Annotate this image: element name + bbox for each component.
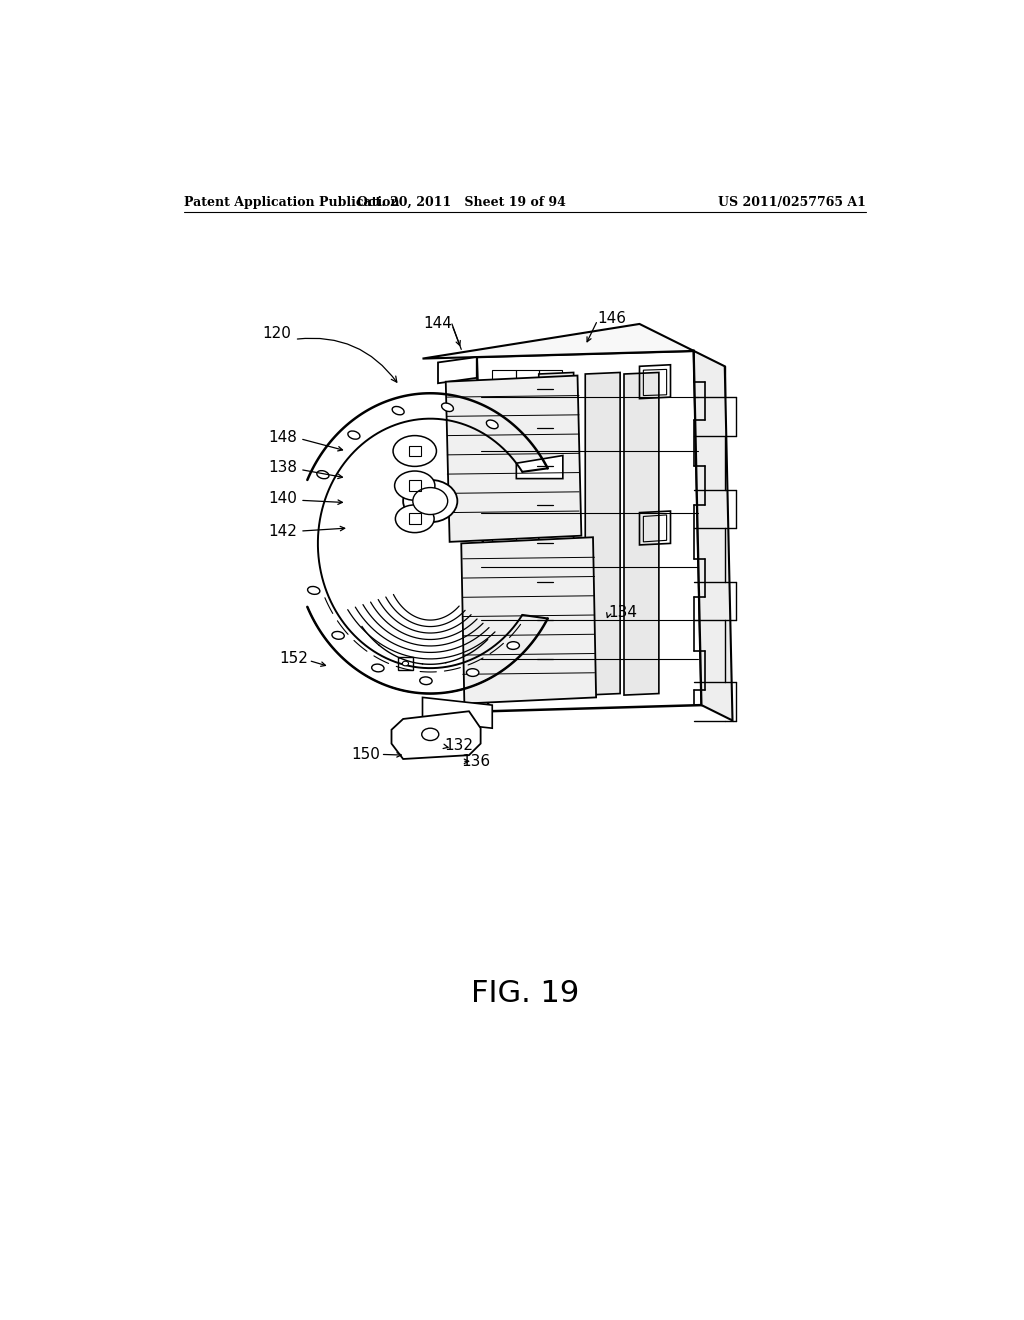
Polygon shape <box>423 697 493 729</box>
Polygon shape <box>461 537 596 704</box>
Ellipse shape <box>467 669 479 676</box>
Ellipse shape <box>316 471 329 479</box>
Ellipse shape <box>441 403 454 412</box>
Ellipse shape <box>395 504 434 532</box>
Text: FIG. 19: FIG. 19 <box>471 979 579 1008</box>
Ellipse shape <box>420 677 432 685</box>
Ellipse shape <box>392 407 404 414</box>
Text: 146: 146 <box>598 312 627 326</box>
Text: 150: 150 <box>351 747 380 762</box>
Ellipse shape <box>372 664 384 672</box>
Ellipse shape <box>348 432 360 440</box>
Text: 140: 140 <box>268 491 297 507</box>
Ellipse shape <box>307 586 319 594</box>
Text: Oct. 20, 2011   Sheet 19 of 94: Oct. 20, 2011 Sheet 19 of 94 <box>356 195 565 209</box>
Ellipse shape <box>332 631 344 639</box>
Text: 132: 132 <box>444 738 473 752</box>
Ellipse shape <box>402 661 409 665</box>
Ellipse shape <box>403 480 458 523</box>
Polygon shape <box>391 711 480 759</box>
Text: 152: 152 <box>279 651 308 667</box>
Text: Patent Application Publication: Patent Application Publication <box>183 195 399 209</box>
Text: 148: 148 <box>268 429 297 445</box>
Text: US 2011/0257765 A1: US 2011/0257765 A1 <box>718 195 866 209</box>
Ellipse shape <box>507 642 519 649</box>
Polygon shape <box>477 351 701 711</box>
Polygon shape <box>423 323 693 359</box>
Ellipse shape <box>422 729 438 741</box>
Polygon shape <box>516 455 563 479</box>
Text: 134: 134 <box>608 605 638 620</box>
Polygon shape <box>624 372 658 696</box>
Ellipse shape <box>394 471 435 500</box>
Ellipse shape <box>393 436 436 466</box>
Text: 138: 138 <box>268 461 297 475</box>
Polygon shape <box>539 372 573 696</box>
Ellipse shape <box>413 487 447 515</box>
Polygon shape <box>693 351 732 721</box>
Text: 142: 142 <box>268 524 297 539</box>
Polygon shape <box>586 372 621 696</box>
Polygon shape <box>445 376 582 543</box>
Text: 144: 144 <box>423 317 452 331</box>
Text: 120: 120 <box>262 326 291 342</box>
Ellipse shape <box>486 420 498 429</box>
Text: 136: 136 <box>461 754 490 768</box>
Polygon shape <box>438 358 477 383</box>
